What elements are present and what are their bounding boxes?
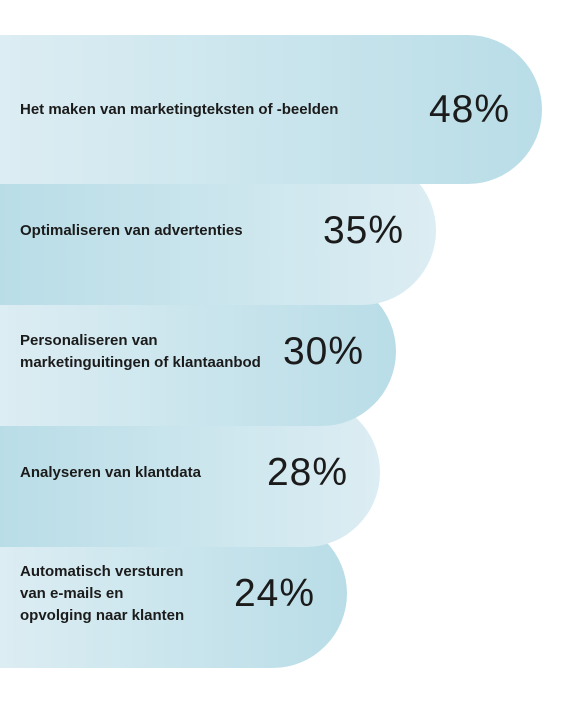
bar-value-4: 24% <box>233 571 315 615</box>
bar-0: Het maken van marketingteksten of -beeld… <box>0 35 542 184</box>
bar-label-1: Optimaliseren van advertenties <box>20 221 243 239</box>
bar-label-3: Analyseren van klantdata <box>20 463 201 481</box>
bar-value-0: 48% <box>428 87 510 131</box>
bar-value-1: 35% <box>322 208 404 252</box>
bar-value-3: 28% <box>266 450 348 494</box>
bar-value-2: 30% <box>282 329 364 373</box>
bar-label-0: Het maken van marketingteksten of -beeld… <box>20 100 339 118</box>
bar-label-4: Automatisch versturen van e-mails en opv… <box>20 562 185 624</box>
bar-label-2: Personaliseren van marketinguitingen of … <box>20 331 261 371</box>
